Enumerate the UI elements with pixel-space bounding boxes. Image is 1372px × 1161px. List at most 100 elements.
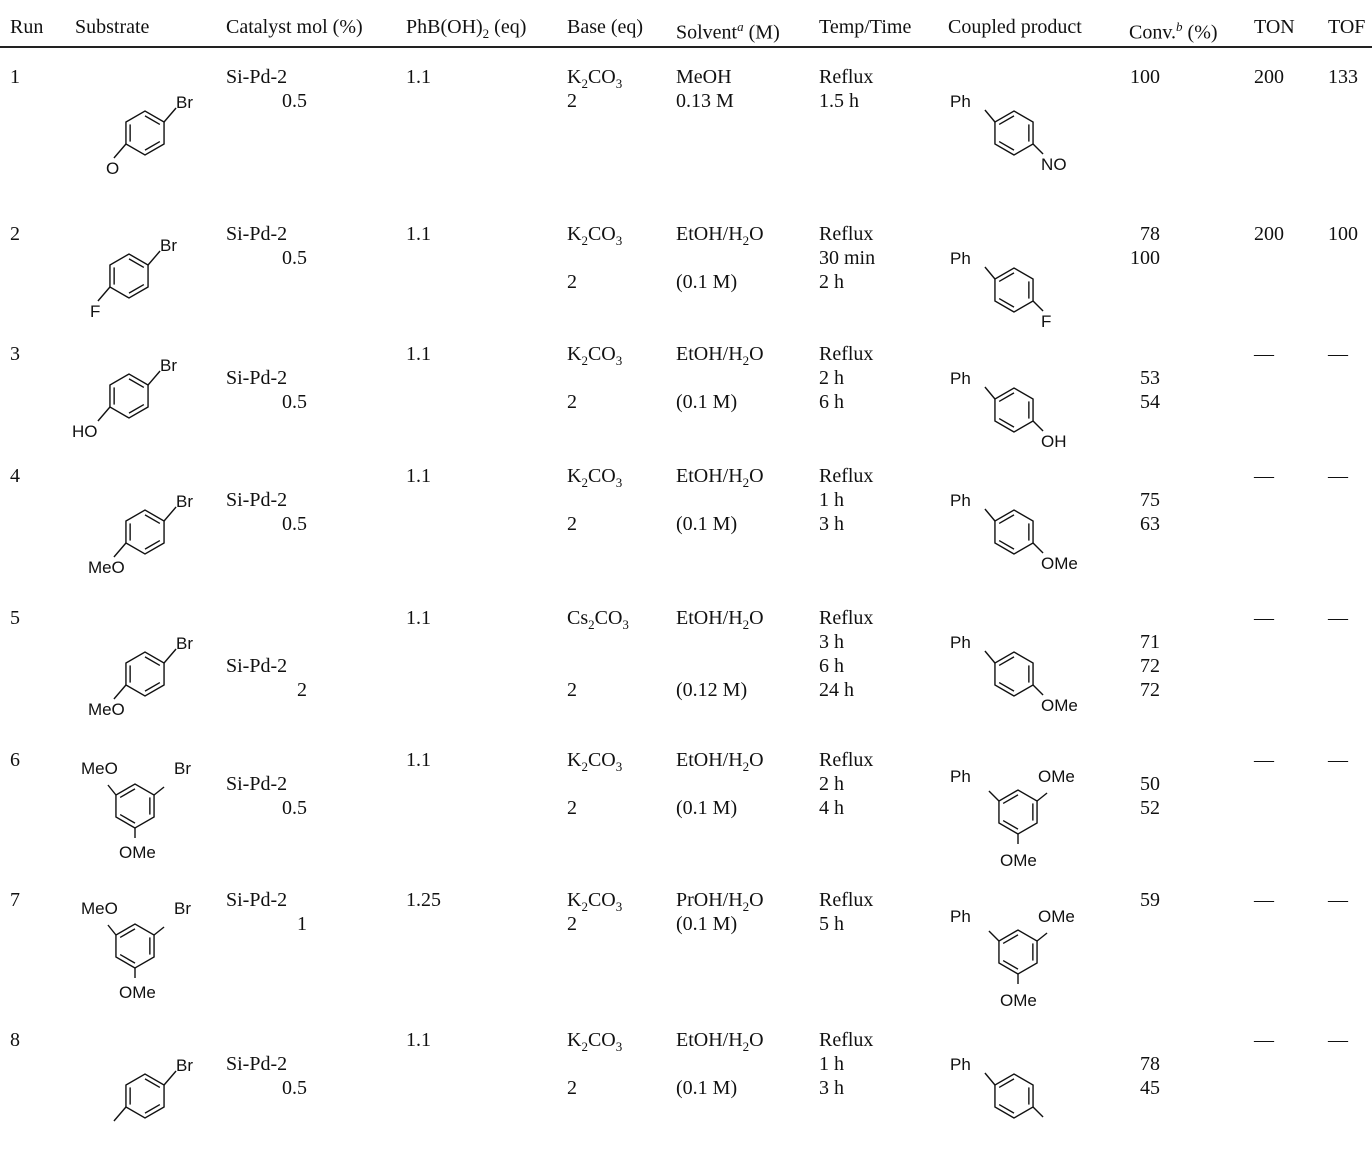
subscript: 2 bbox=[742, 233, 750, 248]
subscript: 3 bbox=[615, 353, 623, 368]
solvent: MeOH bbox=[676, 65, 732, 96]
bond-line bbox=[984, 266, 996, 280]
double-bond-line bbox=[998, 539, 1015, 550]
bond-line bbox=[1032, 542, 1044, 554]
solvent-molarity: (0.12 M) bbox=[676, 679, 748, 701]
substrate-label-meo: MeO bbox=[81, 899, 118, 918]
benzene-ring bbox=[125, 1073, 165, 1119]
substrate-label-br: Br bbox=[176, 93, 193, 112]
catalyst-amount: 0.5 bbox=[282, 1077, 307, 1099]
benzene-ring bbox=[109, 373, 149, 419]
reaction-time: 1.5 h bbox=[819, 90, 859, 112]
solvent: PrOH/H2O bbox=[676, 888, 764, 919]
subscript: 2 bbox=[581, 353, 588, 368]
solvent-molarity: (0.1 M) bbox=[676, 1077, 738, 1099]
conversion-value: 52 bbox=[1140, 797, 1160, 819]
substrate-structure: MeO Br OMe bbox=[81, 899, 191, 1002]
phb-equivalents: 1.1 bbox=[406, 465, 431, 487]
bond-line bbox=[97, 286, 111, 302]
double-bond-line bbox=[144, 1078, 161, 1089]
substrate-label-br: Br bbox=[174, 899, 191, 918]
substrate-label-meo: MeO bbox=[81, 759, 118, 778]
base-equivalents: 2 bbox=[567, 679, 577, 701]
substrate-structure: Br MeO bbox=[88, 634, 193, 719]
header-tof: TOF bbox=[1328, 16, 1366, 38]
product-label-ome: OMe bbox=[1000, 991, 1037, 1010]
base-formula-part: CO bbox=[594, 607, 623, 629]
temperature: Reflux bbox=[819, 749, 874, 771]
solvent: EtOH/H2O bbox=[676, 606, 764, 637]
substrate-structure: Br bbox=[113, 1056, 193, 1122]
base-formula-part: CO bbox=[587, 1029, 616, 1051]
solvent-part: EtOH/H bbox=[676, 343, 743, 365]
reaction-time: 2 h bbox=[819, 367, 844, 389]
catalyst-name: Si-Pd-2 bbox=[226, 773, 288, 795]
double-bond-line bbox=[128, 378, 145, 389]
solvent-part: EtOH/H bbox=[676, 465, 743, 487]
benzene-ring bbox=[125, 110, 165, 156]
solvent-part: EtOH/H bbox=[676, 223, 743, 245]
phb-equivalents: 1.1 bbox=[406, 1029, 431, 1051]
product-structure: Ph OMe bbox=[950, 491, 1078, 573]
double-bond-line bbox=[998, 656, 1015, 667]
bond-line bbox=[113, 542, 127, 558]
double-bond-line bbox=[144, 656, 161, 667]
header-phb: PhB(OH)2 (eq) bbox=[406, 16, 527, 41]
bond-line bbox=[1036, 932, 1048, 942]
benzene-ring bbox=[994, 509, 1034, 555]
bond-line bbox=[1032, 143, 1044, 155]
ton-value: — bbox=[1254, 749, 1274, 771]
temperature: Reflux bbox=[819, 223, 874, 245]
product-structure: Ph F bbox=[950, 249, 1051, 331]
reaction-time: 3 h bbox=[819, 631, 844, 653]
conversion-value: 59 bbox=[1140, 889, 1160, 911]
subscript: 2 bbox=[742, 759, 750, 774]
base-equivalents: 2 bbox=[567, 391, 577, 413]
conversion-value: 50 bbox=[1140, 773, 1160, 795]
subscript: 2 bbox=[581, 1039, 588, 1054]
double-bond-line bbox=[119, 953, 136, 964]
ton-value: — bbox=[1254, 1029, 1274, 1051]
double-bond-line bbox=[998, 115, 1015, 126]
solvent: EtOH/H2O bbox=[676, 464, 764, 495]
subscript: 2 bbox=[742, 617, 750, 632]
catalyst-amount: 0.5 bbox=[282, 513, 307, 535]
double-bond-line bbox=[998, 1078, 1015, 1089]
temperature: Reflux bbox=[819, 465, 874, 487]
benzene-ring bbox=[109, 253, 149, 299]
solvent-part: MeOH bbox=[676, 66, 732, 88]
double-bond-line bbox=[998, 417, 1015, 428]
product-label-right: OMe bbox=[1041, 554, 1078, 573]
double-bond-line bbox=[1002, 959, 1019, 970]
solvent-part: EtOH/H bbox=[676, 749, 743, 771]
substrate-label-br: Br bbox=[160, 236, 177, 255]
bond-line bbox=[147, 370, 161, 386]
temperature: Reflux bbox=[819, 607, 874, 629]
bond-line bbox=[1032, 420, 1044, 432]
phb-equivalents: 1.1 bbox=[406, 223, 431, 245]
header-solvent: Solventa (M) bbox=[676, 19, 780, 44]
tof-value: — bbox=[1328, 1029, 1348, 1051]
conversion-value: 71 bbox=[1140, 631, 1160, 653]
base-equivalents: 2 bbox=[567, 1077, 577, 1099]
subscript: 2 bbox=[581, 899, 588, 914]
product-label-ph: Ph bbox=[950, 249, 971, 268]
run-number: 1 bbox=[10, 66, 20, 88]
benzene-ring bbox=[994, 651, 1034, 697]
conversion-value: 72 bbox=[1140, 679, 1160, 701]
tof-value: — bbox=[1328, 465, 1348, 487]
subscript: 3 bbox=[622, 617, 629, 632]
double-bond-line bbox=[144, 514, 161, 525]
solvent-molarity: 0.13 M bbox=[676, 90, 734, 112]
double-bond-line bbox=[998, 392, 1015, 403]
catalyst-amount: 1 bbox=[297, 913, 307, 935]
benzene-ring bbox=[998, 789, 1038, 835]
benzene-ring bbox=[994, 267, 1034, 313]
benzene-ring bbox=[125, 651, 165, 697]
product-label-ome: OMe bbox=[1038, 907, 1075, 926]
base-formula-part: CO bbox=[587, 889, 616, 911]
product-structure: Ph OMe bbox=[950, 633, 1078, 715]
subscript: 3 bbox=[615, 1039, 623, 1054]
product-label-ph: Ph bbox=[950, 369, 971, 388]
base-equivalents: 2 bbox=[567, 513, 577, 535]
